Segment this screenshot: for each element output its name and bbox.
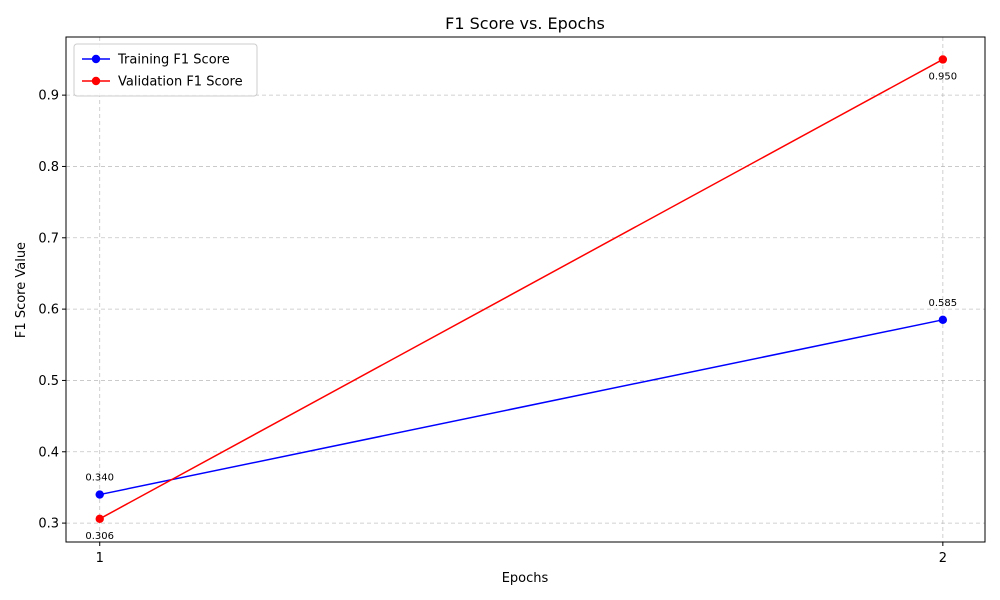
y-axis-label: F1 Score Value <box>14 242 29 338</box>
y-tick-label: 0.8 <box>38 160 59 175</box>
x-tick-label: 1 <box>96 551 104 566</box>
y-tick-label: 0.4 <box>38 445 59 460</box>
grid-layer <box>66 37 985 542</box>
legend-label: Validation F1 Score <box>118 75 243 90</box>
data-label: 0.950 <box>929 71 958 82</box>
series-line <box>99 58 944 520</box>
data-point <box>95 490 104 499</box>
legend-label: Training F1 Score <box>117 53 230 68</box>
series-layer: 0.340 0.585 0.306 0.950 <box>85 55 957 542</box>
legend-entry: Validation F1 Score <box>82 75 243 90</box>
legend-box <box>73 43 258 97</box>
series-line <box>99 319 943 496</box>
data-point <box>938 315 948 325</box>
y-tick-label: 0.6 <box>38 303 59 318</box>
x-axis-label: Epochs <box>502 571 549 586</box>
legend-marker <box>91 76 101 86</box>
data-label: 0.585 <box>929 298 958 309</box>
chart-title: F1 Score vs. Epochs <box>445 14 605 33</box>
data-point <box>938 55 948 64</box>
data-point <box>95 514 104 524</box>
legend-entry: Training F1 Score <box>82 53 230 68</box>
series-training: 0.340 0.585 <box>85 298 957 499</box>
x-tick-label: 2 <box>939 551 947 566</box>
legend: Training F1 Score Validation F1 Score <box>73 43 258 97</box>
axis-layer: 0.3 0.4 0.5 0.6 0.7 0.8 0.9 1 2 <box>38 89 947 566</box>
data-label: 0.306 <box>85 531 114 542</box>
legend-marker <box>91 54 101 64</box>
y-tick-label: 0.5 <box>38 374 59 389</box>
plot-frame <box>65 36 986 543</box>
y-tick-label: 0.9 <box>38 89 59 104</box>
y-tick-label: 0.3 <box>38 517 59 532</box>
data-label: 0.340 <box>85 473 114 484</box>
y-tick-label: 0.7 <box>38 231 59 246</box>
series-validation: 0.306 0.950 <box>85 55 957 542</box>
